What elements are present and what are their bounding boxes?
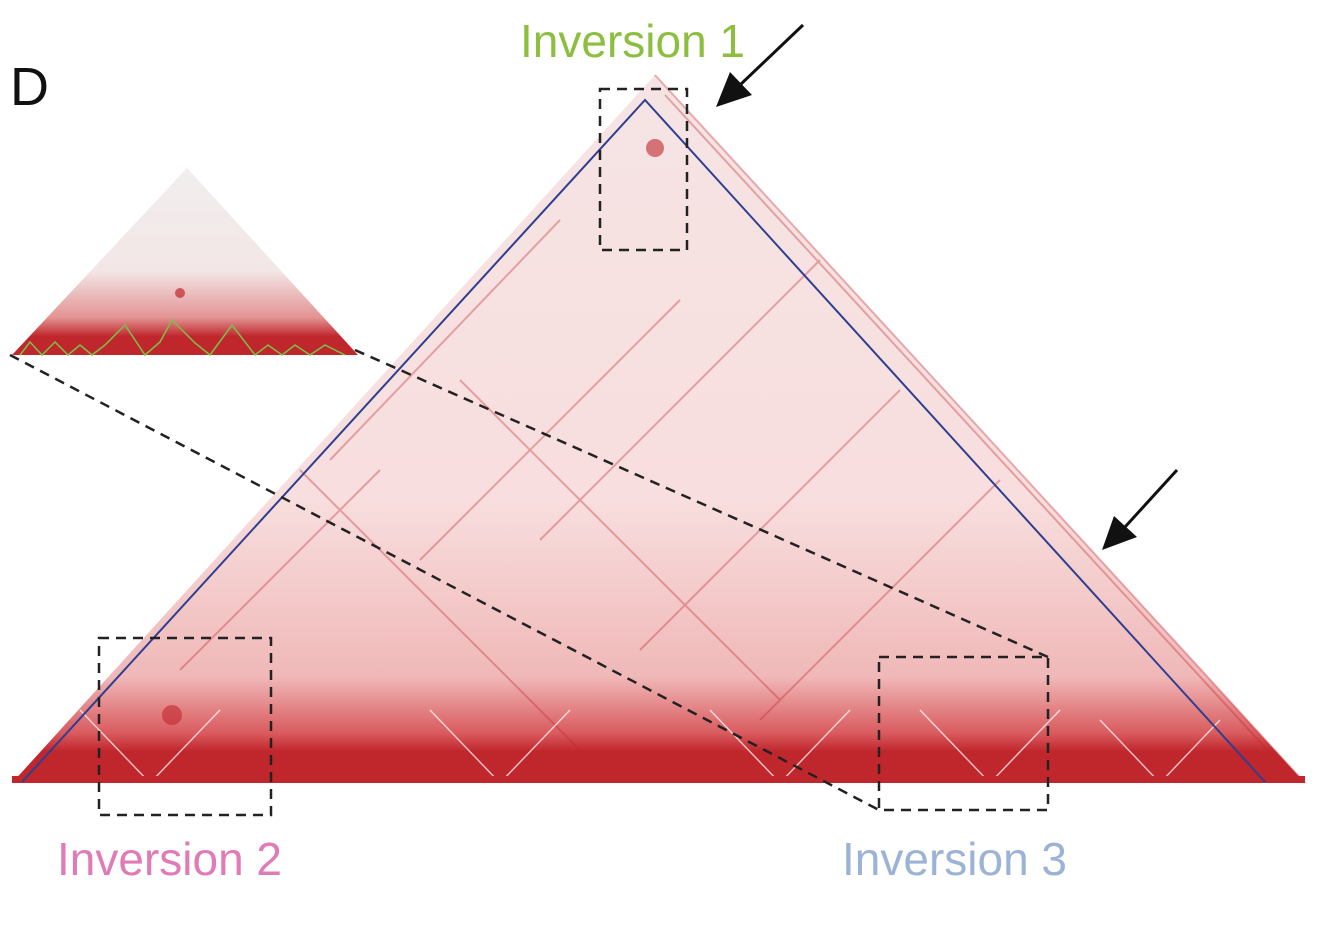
inversion2-signal — [162, 705, 182, 725]
inversion1-signal — [646, 139, 664, 157]
arrow-icon — [716, 23, 805, 107]
inversion3-label: Inversion 3 — [842, 833, 1068, 885]
main-contact-map — [12, 74, 1306, 784]
heatmap-gaps — [79, 709, 1221, 784]
inversion1-box — [598, 87, 689, 252]
arrow-icon — [1102, 468, 1179, 550]
inset-contact-map — [12, 168, 358, 357]
boundary-line — [21, 98, 1266, 783]
inversion2-label: Inversion 2 — [57, 833, 283, 885]
inversion1-label: Inversion 1 — [520, 15, 746, 67]
zoom-connector-bottom — [9, 353, 880, 812]
zoom-connector-top — [354, 348, 1049, 659]
inversion3-box — [877, 655, 1050, 812]
heatmap-diagonal-streaks — [179, 74, 1306, 784]
panel-label: D — [10, 57, 49, 117]
inversion2-box — [97, 636, 273, 817]
inset-tad-line — [19, 318, 346, 357]
